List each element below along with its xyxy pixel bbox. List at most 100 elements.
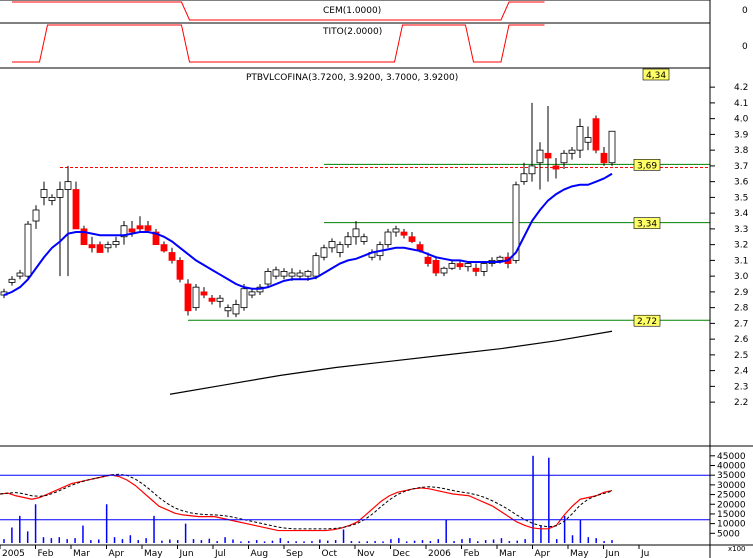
price-tick-label: 3.9 — [734, 130, 749, 140]
candle-body — [392, 228, 400, 233]
price-panel: PTBVLCOFINA(3.7200, 3.9200, 3.7000, 3.92… — [0, 68, 749, 408]
price-tick-label: 4.2 — [734, 83, 748, 93]
candle-body — [24, 223, 32, 277]
x-tick-label-aug: Aug — [251, 549, 269, 558]
value-badge — [633, 314, 661, 327]
candle-body — [344, 236, 352, 246]
top-value-badge — [642, 68, 670, 81]
candle-body — [552, 165, 560, 170]
candle-body — [48, 196, 56, 201]
candle-body — [72, 189, 80, 230]
price-label: PTBVLCOFINA(3.7200, 3.9200, 3.7000, 3.92… — [246, 73, 458, 83]
value-badge-label: 3,34 — [637, 220, 657, 230]
candle-body — [80, 228, 88, 246]
candle-body — [592, 118, 600, 151]
value-badge-label: 2,72 — [637, 317, 657, 327]
cem-panel: CEM(1.0000) 0 — [0, 0, 748, 24]
long-average-line — [169, 330, 613, 395]
candle-body — [576, 126, 584, 151]
x-multiplier-label: x100 — [728, 545, 746, 553]
candle-body — [240, 288, 248, 309]
candle-body — [144, 225, 152, 231]
candle-body — [120, 225, 128, 238]
volume-tick-label: 15000 — [717, 510, 746, 520]
x-tick-label-feb: Feb — [38, 549, 54, 558]
candle-body — [608, 130, 616, 164]
price-tick-label: 3.8 — [734, 146, 749, 156]
price-tick-label: 2.9 — [734, 288, 749, 298]
x-tick-label-feb: Feb — [464, 549, 480, 558]
x-axis: 2005 Feb Mar Apr May Jun Jul Aug Sep Oct Nov Dec 200… — [0, 544, 753, 558]
price-tick-label: 2.8 — [734, 304, 749, 314]
tito-panel: TITO(2.0000) 0 — [0, 24, 748, 69]
candle-body — [192, 286, 200, 309]
volume-tick-label: 5000 — [717, 529, 740, 539]
candle-body — [568, 149, 576, 154]
price-tick-label: 2.7 — [734, 319, 748, 329]
candle-body — [128, 228, 136, 233]
x-tick-label-ju: Ju — [640, 549, 649, 558]
volume-tick-label: 35000 — [717, 471, 746, 481]
moving-average-line — [3, 172, 613, 296]
candle-body — [544, 152, 552, 159]
candle-body — [88, 244, 96, 249]
price-tick-label: 2.6 — [734, 335, 749, 345]
volume-tick-label: 10000 — [717, 520, 746, 530]
price-tick-label: 3.3 — [734, 225, 748, 235]
candle-body — [32, 209, 40, 222]
candle-body — [352, 228, 360, 238]
cem-label: CEM(1.0000) — [323, 6, 381, 16]
candle-body — [184, 283, 192, 312]
candle-body — [224, 307, 232, 312]
x-tick-label-2006: 2006 — [428, 549, 451, 558]
candle-body — [232, 304, 240, 315]
candle-body — [448, 263, 456, 269]
x-tick-label-mar: Mar — [73, 549, 90, 558]
x-tick-label-apr: Apr — [109, 549, 125, 558]
candle-body — [584, 137, 592, 143]
price-tick-label: 3.0 — [734, 272, 749, 282]
candle-body — [168, 252, 176, 261]
volume-tick-label: 20000 — [717, 500, 746, 510]
tito-label: TITO(2.0000) — [322, 27, 382, 37]
candle-body — [560, 152, 568, 164]
tito-series — [12, 24, 545, 63]
candle-body — [336, 244, 344, 253]
candle-body — [360, 236, 368, 242]
candle-body — [104, 244, 112, 249]
price-tick-label: 2.5 — [734, 351, 748, 361]
volume-tick-label: 25000 — [717, 491, 746, 501]
candle-body — [64, 181, 72, 190]
price-tick-label: 3.6 — [734, 178, 749, 188]
candle-body — [496, 256, 504, 261]
price-tick-label: 2.2 — [734, 398, 748, 408]
x-tick-label-dec: Dec — [393, 549, 410, 558]
volume-tick-label: 45000 — [717, 452, 746, 462]
x-tick-label-2005: 2005 — [2, 549, 25, 558]
value-badge-label: 3,69 — [637, 161, 657, 171]
x-tick-label-sep: Sep — [286, 549, 303, 558]
top-value-badge-label: 4,34 — [646, 71, 666, 81]
x-tick-label-apr: Apr — [535, 549, 551, 558]
candle-body — [472, 267, 480, 272]
candle-body — [384, 231, 392, 246]
candle-body — [480, 263, 488, 272]
candle-body — [56, 189, 64, 198]
x-tick-label-jul: Jul — [214, 549, 226, 558]
x-tick-label-mar: Mar — [499, 549, 516, 558]
candle-body — [96, 244, 104, 253]
candle-body — [312, 255, 320, 277]
candle-body — [216, 297, 224, 302]
candle-body — [176, 259, 184, 280]
candle-body — [280, 271, 288, 277]
candle-body — [248, 291, 256, 296]
value-badge — [633, 159, 661, 171]
candle-body — [296, 272, 304, 277]
candle-body — [152, 231, 160, 246]
candle-body — [160, 244, 168, 252]
candle-body — [200, 291, 208, 296]
candle-body — [272, 269, 280, 277]
tito-axis-zero: 0 — [742, 42, 748, 52]
price-tick-label: 2.4 — [734, 367, 749, 377]
